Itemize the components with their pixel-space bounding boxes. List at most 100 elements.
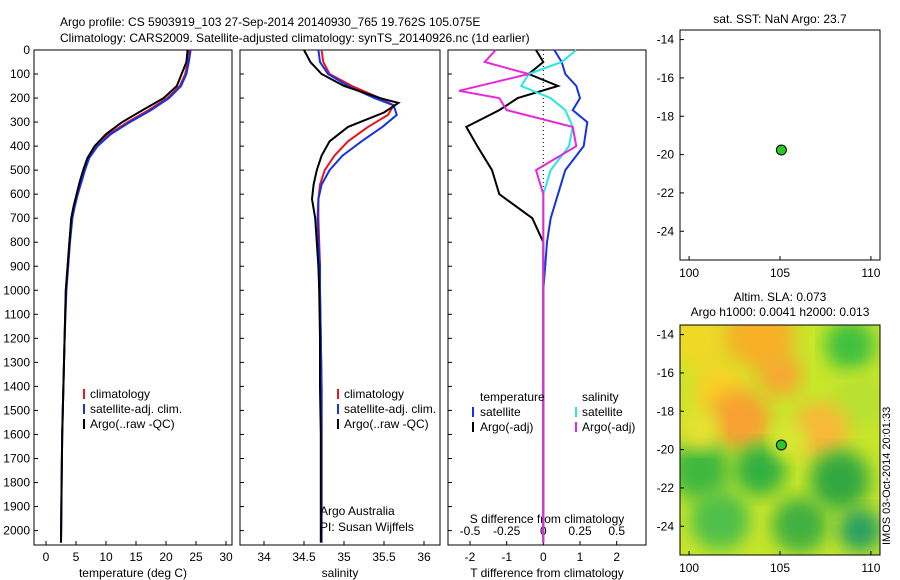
s-diff-tick-label: 0.25	[568, 524, 592, 538]
depth-tick-label: 1400	[3, 379, 30, 393]
heatmap-blob	[772, 422, 808, 458]
sla-map-title-line-1: Altim. SLA: 0.073	[734, 290, 827, 304]
x-tick-label: 10	[99, 550, 113, 564]
s-diff-tick-label: -0.25	[493, 524, 521, 538]
lat-tick-label: -24	[657, 519, 675, 533]
lat-tick-label: -18	[657, 109, 675, 123]
depth-tick-label: 1800	[3, 476, 30, 490]
heatmap-blob	[810, 450, 870, 510]
heatmap-blob	[680, 410, 720, 450]
depth-tick-label: 700	[10, 211, 30, 225]
series-line-argo	[60, 49, 189, 543]
x-tick-label: 5	[73, 550, 80, 564]
lon-tick-label: 110	[861, 561, 880, 575]
depth-tick-label: 500	[10, 163, 30, 177]
depth-tick-label: 2000	[3, 524, 30, 538]
depth-tick-label: 1300	[3, 355, 30, 369]
legend-entry: Argo(-adj)	[480, 420, 533, 434]
heatmap-blob	[710, 390, 770, 450]
x-tick-label: -2	[465, 550, 476, 564]
x-tick-label: 0	[540, 550, 547, 564]
sst-map-frame	[679, 29, 881, 261]
legend-entry: climatology	[90, 387, 150, 401]
sla-map-title-line-2: Argo h1000: 0.0041 h2000: 0.013	[691, 305, 870, 319]
difference-plot-frame	[447, 49, 647, 546]
s-diff-axis-title: S difference from climatology	[470, 512, 625, 526]
lat-tick-label: -18	[657, 404, 675, 418]
x-tick-label: 2	[613, 550, 620, 564]
depth-tick-label: 200	[10, 91, 30, 105]
depth-tick-label: 100	[10, 67, 30, 81]
depth-tick-label: 1900	[3, 500, 30, 514]
depth-tick-label: 400	[10, 139, 30, 153]
s-diff-tick-label: 0.5	[608, 524, 625, 538]
legend-entry: Argo(..raw -QC)	[344, 417, 429, 431]
credit-line: PI: Susan Wijffels	[320, 520, 414, 534]
legend-entry: satellite-adj. clim.	[344, 402, 436, 416]
series-line-satellite	[60, 49, 192, 543]
series-line-climatology	[60, 49, 191, 543]
depth-tick-label: 300	[10, 115, 30, 129]
lat-tick-label: -22	[657, 186, 675, 200]
sst-map-title: sat. SST: NaN Argo: 23.7	[713, 12, 847, 26]
heatmap-blob	[734, 444, 786, 496]
legend-title-temperature: temperature	[480, 390, 545, 404]
x-tick-label: 1	[577, 550, 584, 564]
x-tick-label: 35	[337, 550, 351, 564]
lat-tick-label: -16	[657, 366, 675, 380]
x-tick-label: 30	[219, 550, 233, 564]
x-tick-label: 25	[189, 550, 203, 564]
x-tick-label: -1	[501, 550, 512, 564]
heatmap-blob	[825, 325, 875, 370]
lat-tick-label: -20	[657, 443, 675, 457]
argo-location-marker	[775, 439, 787, 451]
lat-tick-label: -24	[657, 224, 675, 238]
series-line-argo	[303, 49, 401, 543]
lat-tick-label: -14	[657, 33, 675, 47]
lon-tick-label: 105	[770, 266, 790, 280]
lat-tick-label: -22	[657, 481, 675, 495]
argo-location-marker	[775, 144, 787, 156]
side-timestamp-label: IMOS 03-Oct-2014 20:01:33	[881, 407, 893, 545]
x-axis-label: temperature (deg C)	[79, 566, 187, 580]
lon-tick-label: 100	[679, 561, 699, 575]
lat-tick-label: -20	[657, 148, 675, 162]
heatmap-blob	[680, 325, 730, 370]
x-axis-label: salinity	[322, 566, 359, 580]
temperature-plot-frame	[33, 49, 233, 546]
depth-tick-label: 1500	[3, 403, 30, 417]
depth-tick-label: 1600	[3, 427, 30, 441]
x-tick-label: 35.5	[372, 550, 396, 564]
x-tick-label: 36	[417, 550, 431, 564]
header-line-2: Climatology: CARS2009. Satellite-adjuste…	[60, 31, 530, 45]
depth-tick-label: 800	[10, 235, 30, 249]
x-tick-label: 34.5	[292, 550, 316, 564]
heatmap-blob	[690, 490, 750, 550]
series-line-argo_s	[458, 49, 578, 543]
depth-tick-label: 1200	[3, 331, 30, 345]
heatmap-blob	[680, 440, 730, 500]
legend-entry: satellite	[480, 405, 521, 419]
depth-tick-label: 1700	[3, 451, 30, 465]
legend-entry: Argo(..raw -QC)	[90, 417, 175, 431]
heatmap-blob	[758, 353, 802, 397]
legend-entry: climatology	[344, 387, 404, 401]
x-tick-label: 20	[159, 550, 173, 564]
s-diff-tick-label: -0.5	[460, 524, 481, 538]
lat-tick-label: -16	[657, 71, 675, 85]
depth-tick-label: 900	[10, 259, 30, 273]
legend-entry: Argo(-adj)	[582, 420, 635, 434]
heatmap-blob	[834, 374, 880, 426]
x-tick-label: 34	[257, 550, 271, 564]
lon-tick-label: 105	[770, 561, 790, 575]
lon-tick-label: 100	[679, 266, 699, 280]
heatmap-blob	[772, 497, 828, 553]
sla-map-frame	[679, 324, 881, 556]
x-tick-label: 15	[129, 550, 143, 564]
lat-tick-label: -14	[657, 328, 675, 342]
depth-tick-label: 0	[23, 43, 30, 57]
legend-title-salinity: salinity	[582, 390, 619, 404]
x-axis-label: T difference from climatology	[470, 566, 624, 580]
depth-tick-label: 1000	[3, 283, 30, 297]
